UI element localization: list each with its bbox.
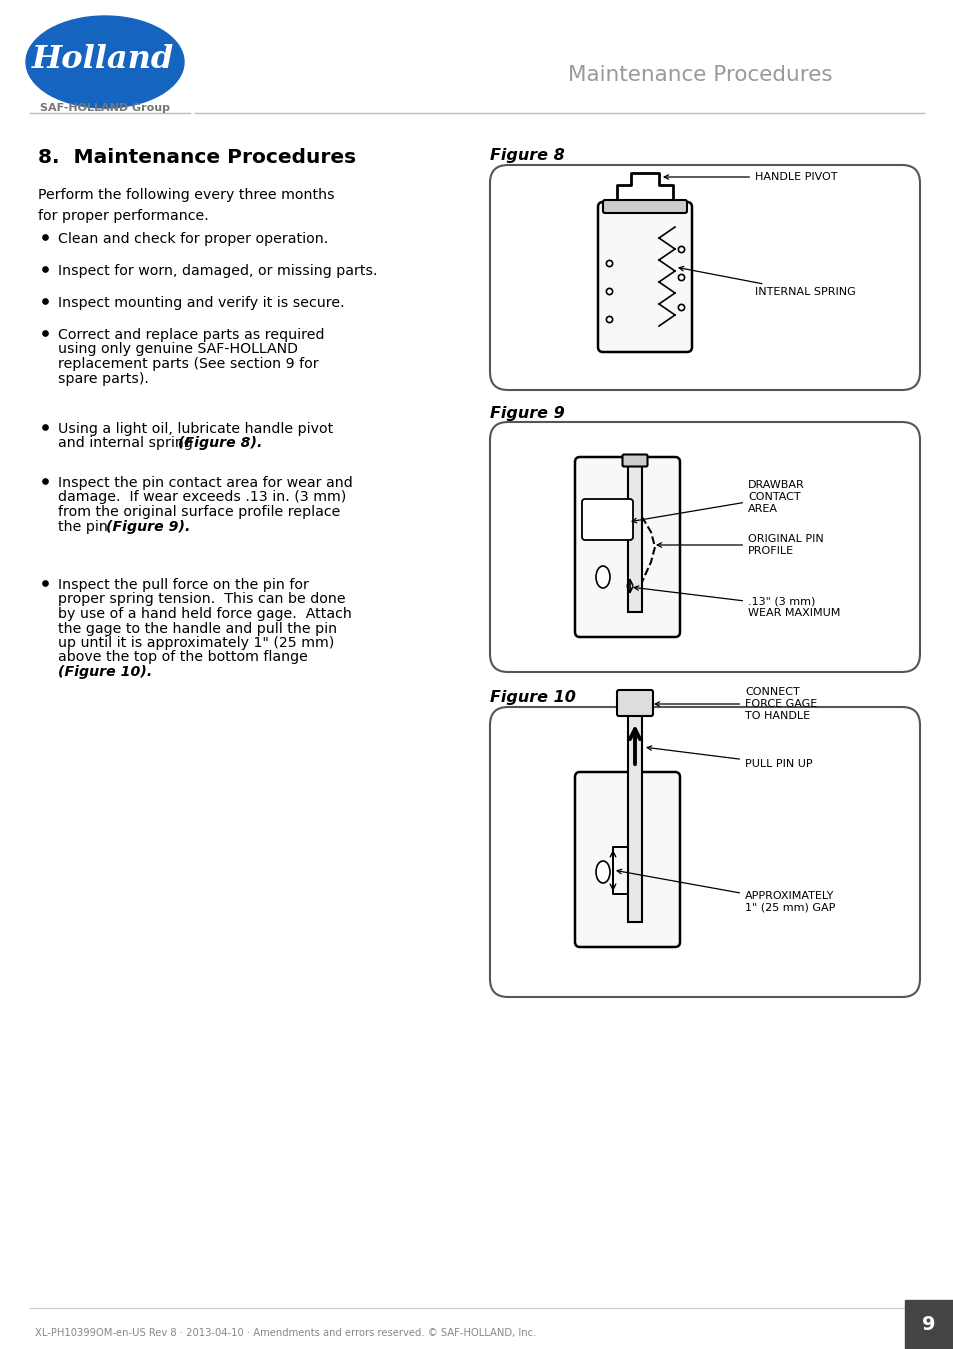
Text: (Figure 8).: (Figure 8). [178, 437, 262, 451]
Text: 8.  Maintenance Procedures: 8. Maintenance Procedures [38, 148, 355, 167]
FancyBboxPatch shape [490, 422, 919, 672]
FancyBboxPatch shape [490, 707, 919, 997]
Text: the pin: the pin [58, 519, 112, 533]
Text: DRAWBAR
CONTACT
AREA: DRAWBAR CONTACT AREA [632, 480, 804, 523]
Text: Figure 8: Figure 8 [490, 148, 564, 163]
Text: Inspect the pull force on the pin for: Inspect the pull force on the pin for [58, 577, 309, 592]
Ellipse shape [596, 861, 609, 884]
FancyBboxPatch shape [490, 165, 919, 390]
Text: ®: ® [172, 30, 181, 39]
Text: Perform the following every three months
for proper performance.: Perform the following every three months… [38, 188, 335, 223]
Text: Using a light oil, lubricate handle pivot: Using a light oil, lubricate handle pivo… [58, 422, 333, 436]
Bar [904, 1300, 953, 1349]
FancyBboxPatch shape [617, 689, 652, 716]
Text: (Figure 10).: (Figure 10). [58, 665, 152, 679]
FancyBboxPatch shape [602, 200, 686, 213]
FancyBboxPatch shape [622, 455, 647, 467]
Text: damage.  If wear exceeds .13 in. (3 mm): damage. If wear exceeds .13 in. (3 mm) [58, 491, 346, 505]
Text: Holland: Holland [31, 45, 174, 76]
Text: Correct and replace parts as required: Correct and replace parts as required [58, 328, 324, 343]
Text: using only genuine SAF-HOLLAND: using only genuine SAF-HOLLAND [58, 343, 297, 356]
Text: Maintenance Procedures: Maintenance Procedures [567, 65, 831, 85]
Text: Figure 9: Figure 9 [490, 406, 564, 421]
Text: spare parts).: spare parts). [58, 371, 149, 386]
FancyBboxPatch shape [581, 499, 633, 540]
Text: replacement parts (See section 9 for: replacement parts (See section 9 for [58, 357, 318, 371]
Text: HANDLE PIVOT: HANDLE PIVOT [663, 173, 837, 182]
Text: 9: 9 [922, 1315, 935, 1334]
Text: above the top of the bottom flange: above the top of the bottom flange [58, 650, 308, 665]
Bar [627, 461, 641, 612]
Text: SAF-HOLLAND Group: SAF-HOLLAND Group [40, 103, 170, 113]
Text: (Figure 9).: (Figure 9). [106, 519, 191, 533]
Bar [627, 712, 641, 921]
FancyBboxPatch shape [575, 772, 679, 947]
Ellipse shape [26, 16, 184, 108]
Text: Inspect the pin contact area for wear and: Inspect the pin contact area for wear an… [58, 476, 353, 490]
Text: Inspect mounting and verify it is secure.: Inspect mounting and verify it is secure… [58, 295, 344, 310]
Text: Clean and check for proper operation.: Clean and check for proper operation. [58, 232, 328, 246]
FancyBboxPatch shape [598, 202, 691, 352]
Text: APPROXIMATELY
1" (25 mm) GAP: APPROXIMATELY 1" (25 mm) GAP [617, 869, 835, 913]
Text: by use of a hand held force gage.  Attach: by use of a hand held force gage. Attach [58, 607, 352, 621]
Text: PULL PIN UP: PULL PIN UP [646, 746, 812, 769]
Text: .13" (3 mm)
WEAR MAXIMUM: .13" (3 mm) WEAR MAXIMUM [634, 585, 840, 618]
Text: and internal spring: and internal spring [58, 437, 197, 451]
Text: CONNECT
FORCE GAGE
TO HANDLE: CONNECT FORCE GAGE TO HANDLE [655, 688, 817, 720]
Text: INTERNAL SPRING: INTERNAL SPRING [679, 267, 855, 297]
Text: proper spring tension.  This can be done: proper spring tension. This can be done [58, 592, 345, 607]
Text: XL-PH10399OM-en-US Rev 8 · 2013-04-10 · Amendments and errors reserved. © SAF-HO: XL-PH10399OM-en-US Rev 8 · 2013-04-10 · … [35, 1327, 536, 1338]
Text: Figure 10: Figure 10 [490, 689, 576, 706]
Text: Inspect for worn, damaged, or missing parts.: Inspect for worn, damaged, or missing pa… [58, 264, 377, 278]
Ellipse shape [596, 567, 609, 588]
Text: ORIGINAL PIN
PROFILE: ORIGINAL PIN PROFILE [657, 534, 822, 556]
FancyBboxPatch shape [575, 457, 679, 637]
Text: up until it is approximately 1" (25 mm): up until it is approximately 1" (25 mm) [58, 635, 334, 650]
Text: from the original surface profile replace: from the original surface profile replac… [58, 505, 340, 519]
Text: the gage to the handle and pull the pin: the gage to the handle and pull the pin [58, 622, 336, 635]
